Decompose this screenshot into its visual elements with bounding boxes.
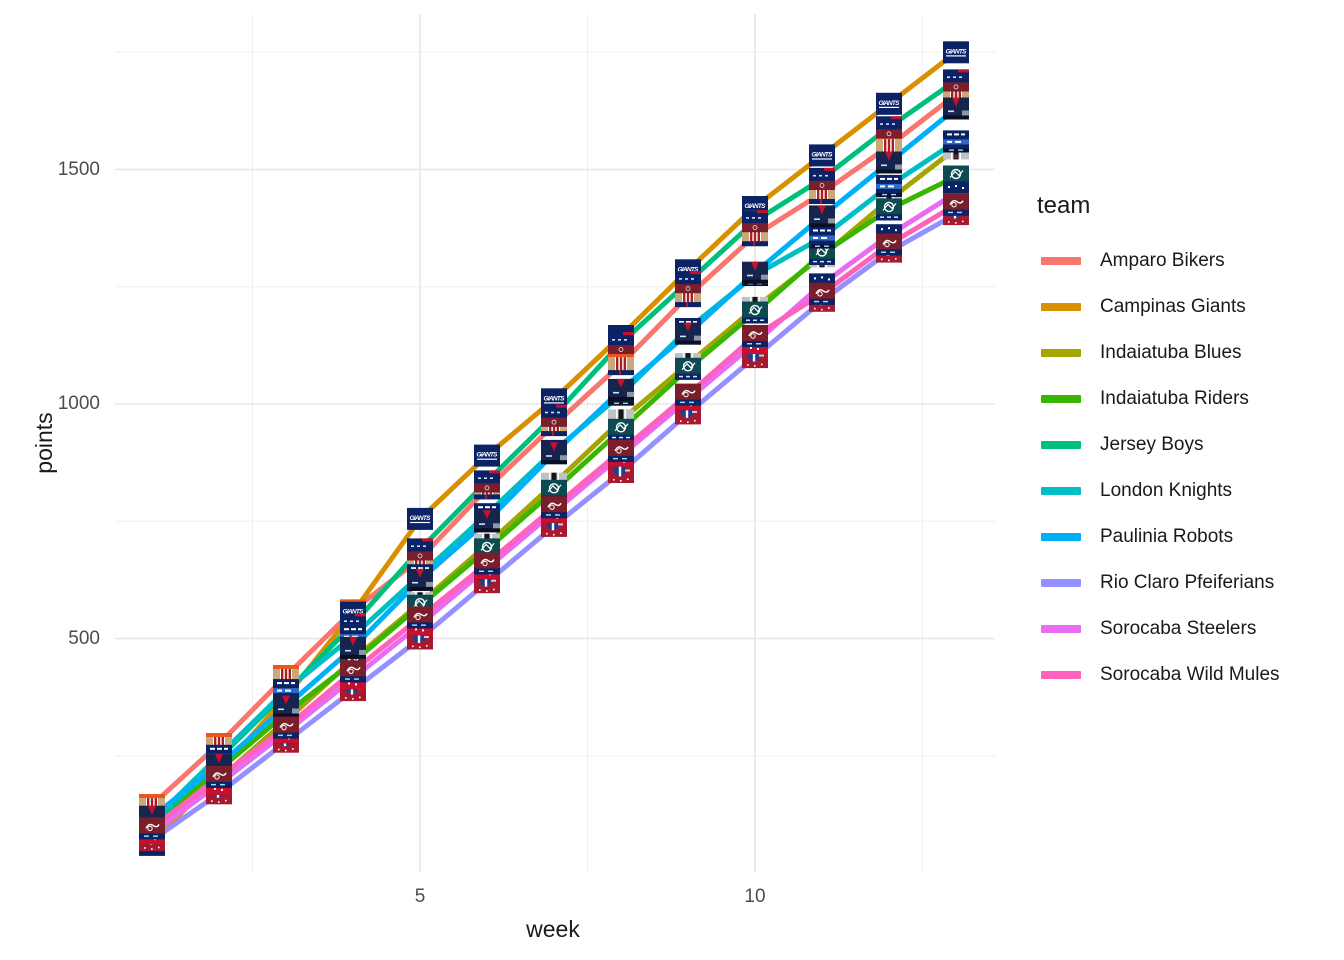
navy-maroon-block-logo — [809, 167, 835, 190]
navy-maroon-block-logo — [541, 404, 567, 427]
svg-text:GIANTS: GIANTS — [812, 151, 834, 158]
maroon-emblem-logo — [809, 282, 835, 305]
legend-key-swatch — [1041, 533, 1081, 541]
navy-maroon-block-logo — [742, 210, 768, 233]
svg-text:GIANTS: GIANTS — [879, 100, 901, 107]
x-axis-title: week — [526, 916, 580, 942]
maroon-emblem-logo — [675, 383, 701, 406]
legend-label: Rio Claro Pfeiferians — [1100, 572, 1275, 593]
giants-wordmark-logo: GIANTS — [943, 41, 969, 64]
navy-maroon-block-logo — [407, 538, 433, 561]
maroon-emblem-logo — [608, 439, 634, 462]
legend-key-swatch — [1041, 303, 1081, 311]
legend-item-sorocaba-steelers: Sorocaba Steelers — [1035, 606, 1335, 652]
x-tick-label: 5 — [414, 886, 426, 907]
legend-key-swatch — [1041, 671, 1081, 679]
legend-label: Indaiatuba Blues — [1100, 342, 1242, 363]
giants-wordmark-logo: GIANTS — [876, 92, 902, 115]
legend-label: Indaiatuba Riders — [1100, 388, 1249, 409]
legend-key-swatch — [1041, 625, 1081, 633]
navy-maroon-block-logo — [608, 332, 634, 354]
legend-item-rio-claro-pfeiferians: Rio Claro Pfeiferians — [1035, 560, 1335, 606]
maroon-emblem-logo — [340, 660, 366, 683]
y-tick-label: 1000 — [57, 393, 100, 414]
maroon-emblem-logo — [742, 325, 768, 347]
teal-knight-logo — [675, 357, 701, 380]
legend-key-swatch — [1041, 579, 1081, 587]
navy-red-collar-logo — [876, 151, 902, 174]
legend-label: Amparo Bikers — [1100, 250, 1225, 271]
navy-red-collar-logo — [809, 205, 835, 228]
legend-items: Amparo Bikers Campinas Giants Indaiatuba B… — [1035, 238, 1335, 698]
maroon-emblem-logo — [407, 606, 433, 629]
giants-wordmark-logo: GIANTS — [407, 507, 433, 530]
legend-key-swatch — [1041, 441, 1081, 449]
navy-red-collar-logo — [742, 261, 768, 284]
legend-item-jersey-boys: Jersey Boys — [1035, 422, 1335, 468]
striped-jersey-logo — [608, 353, 634, 376]
legend-label: Campinas Giants — [1100, 296, 1246, 317]
svg-text:GIANTS: GIANTS — [410, 515, 432, 522]
y-tick-label: 1500 — [57, 158, 100, 180]
svg-text:GIANTS: GIANTS — [544, 395, 566, 402]
navy-red-collar-logo — [474, 510, 500, 533]
legend-item-indaiatuba-riders: Indaiatuba Riders — [1035, 376, 1335, 422]
legend-title: team — [1037, 192, 1091, 219]
svg-text:GIANTS: GIANTS — [343, 609, 365, 616]
legend-label: Sorocaba Wild Mules — [1100, 664, 1280, 685]
maroon-emblem-logo — [474, 552, 500, 575]
legend-item-london-knights: London Knights — [1035, 468, 1335, 514]
maroon-emblem-logo — [943, 193, 969, 216]
y-axis-title: points — [31, 412, 58, 474]
navy-crest-logo — [943, 130, 969, 153]
legend-item-sorocaba-wild-mules: Sorocaba Wild Mules — [1035, 652, 1335, 698]
legend-item-indaiatuba-blues: Indaiatuba Blues — [1035, 330, 1335, 376]
navy-maroon-block-logo — [474, 470, 500, 493]
plot-panel: GIANTS GIANTS GIANTS GIANTS GIANTS GIANTS GIAN… — [115, 14, 995, 872]
navy-maroon-block-logo — [943, 69, 969, 92]
navy-red-collar-logo — [273, 695, 299, 718]
navy-red-collar-logo — [541, 442, 567, 465]
teal-knight-logo — [876, 198, 902, 221]
legend-label: Paulinia Robots — [1100, 526, 1234, 547]
maroon-emblem-logo — [876, 233, 902, 256]
legend-item-amparo-bikers: Amparo Bikers — [1035, 238, 1335, 284]
legend-key-swatch — [1041, 395, 1081, 403]
legend-item-campinas-giants: Campinas Giants — [1035, 284, 1335, 330]
x-tick-label: 10 — [744, 886, 766, 907]
legend: team Amparo Bikers Campinas Giants Indaiat… — [1035, 192, 1335, 698]
legend-label: Jersey Boys — [1100, 434, 1204, 455]
navy-maroon-block-logo — [876, 116, 902, 139]
svg-text:GIANTS: GIANTS — [477, 452, 499, 459]
svg-text:GIANTS: GIANTS — [946, 48, 968, 55]
navy-red-collar-logo — [340, 636, 366, 659]
maroon-emblem-logo — [273, 716, 299, 739]
teal-knight-logo — [742, 301, 768, 324]
teal-knight-logo — [608, 418, 634, 441]
legend-key-swatch — [1041, 257, 1081, 265]
legend-key-swatch — [1041, 349, 1081, 357]
legend-label: London Knights — [1100, 480, 1233, 501]
navy-crest-logo — [876, 174, 902, 197]
svg-text:GIANTS: GIANTS — [678, 266, 700, 273]
navy-red-collar-logo — [608, 378, 634, 401]
giants-wordmark-logo: GIANTS — [474, 444, 500, 467]
y-tick-label: 500 — [68, 627, 100, 649]
legend-key-swatch — [1041, 487, 1081, 495]
maroon-emblem-logo — [139, 817, 165, 840]
navy-red-collar-logo — [675, 322, 701, 345]
maroon-emblem-logo — [206, 765, 232, 788]
navy-crest-logo — [809, 226, 835, 249]
navy-red-collar-logo — [407, 568, 433, 591]
giants-wordmark-logo: GIANTS — [809, 144, 835, 167]
navy-maroon-block-logo — [675, 271, 701, 294]
svg-text:GIANTS: GIANTS — [745, 203, 767, 210]
navy-red-collar-logo — [943, 97, 969, 120]
legend-label: Sorocaba Steelers — [1100, 618, 1257, 639]
maroon-emblem-logo — [541, 496, 567, 519]
legend-item-paulinia-robots: Paulinia Robots — [1035, 514, 1335, 560]
